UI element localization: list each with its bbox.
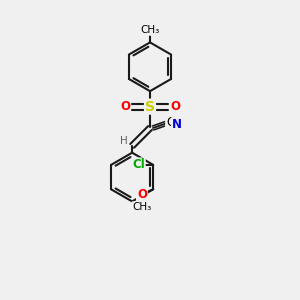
Text: CH₃: CH₃ (132, 202, 152, 212)
Text: N: N (172, 118, 182, 131)
Text: O: O (120, 100, 130, 113)
Text: S: S (145, 100, 155, 114)
Text: O: O (137, 188, 147, 201)
Text: CH₃: CH₃ (140, 25, 160, 35)
Text: C: C (166, 116, 174, 129)
Text: O: O (170, 100, 180, 113)
Text: H: H (120, 136, 128, 146)
Text: Cl: Cl (132, 158, 145, 171)
